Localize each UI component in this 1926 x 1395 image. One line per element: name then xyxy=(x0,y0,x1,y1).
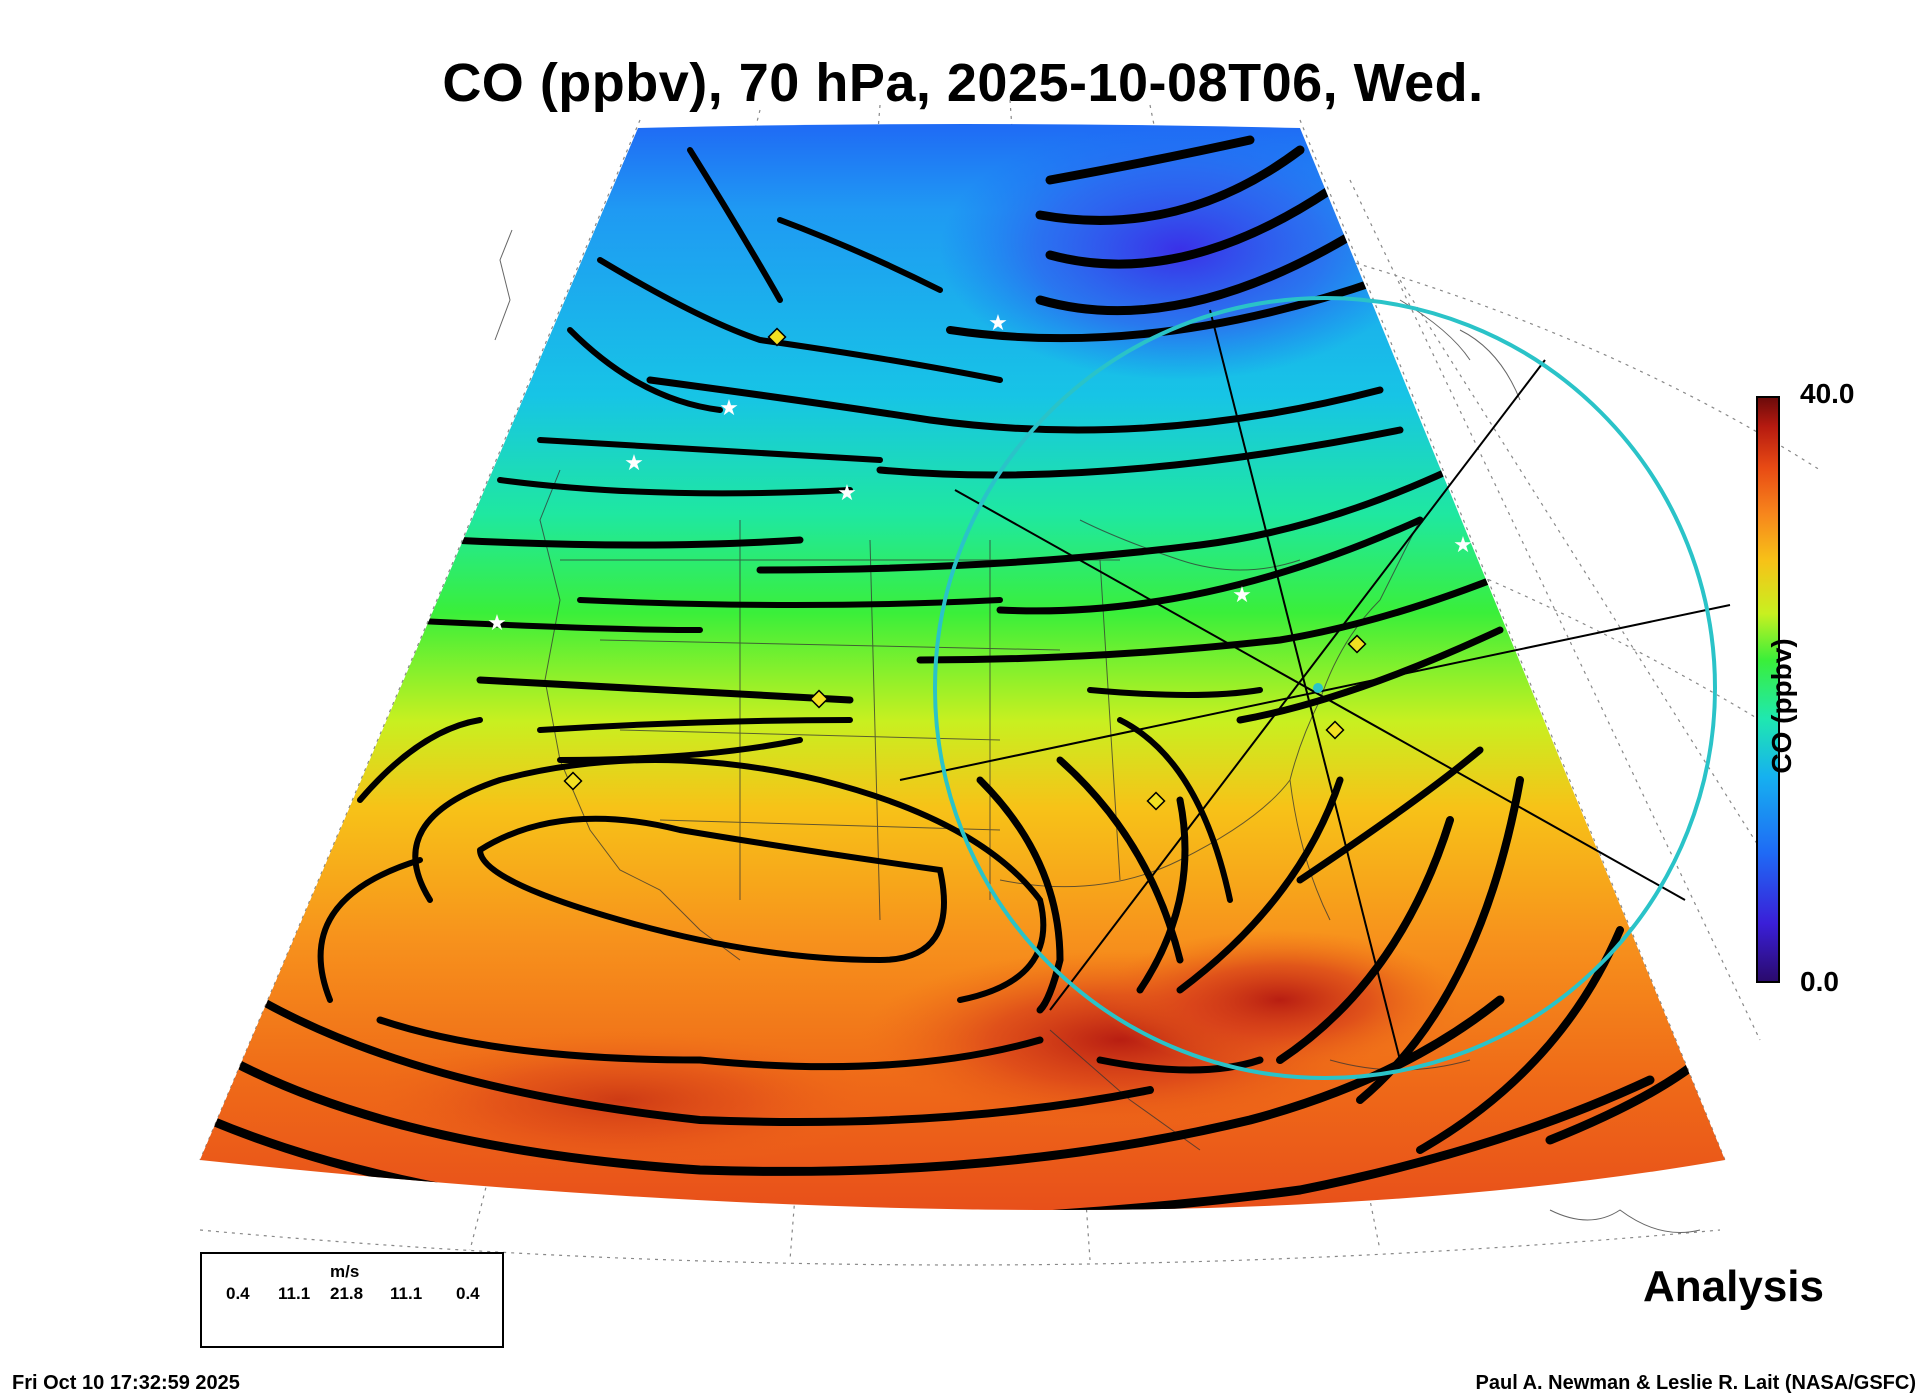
svg-text:★: ★ xyxy=(719,396,739,421)
analysis-circle xyxy=(933,296,1717,1080)
wind-legend-value: 11.1 xyxy=(278,1284,311,1303)
wind-legend-value: 0.4 xyxy=(456,1284,480,1303)
wind-legend-value: 21.8 xyxy=(330,1284,364,1303)
wind-speed-legend: m/s 0.4 11.1 21.8 11.1 0.4 xyxy=(200,1252,504,1348)
projection-lines xyxy=(899,309,1731,1061)
station-diamonds xyxy=(563,327,1367,811)
station-stars: ★ ★ ★ ★ ★ ★ ★ xyxy=(487,311,1473,636)
credit: Paul A. Newman & Leslie R. Lait (NASA/GS… xyxy=(1475,1372,1916,1394)
co-field xyxy=(200,124,1725,1210)
wind-legend-unit: m/s xyxy=(330,1262,360,1281)
svg-text:★: ★ xyxy=(624,451,644,476)
colorbar xyxy=(1756,396,1780,983)
svg-text:★: ★ xyxy=(1232,583,1252,608)
colorbar-min-label: 0.0 xyxy=(1800,966,1839,997)
colorbar-max-label: 40.0 xyxy=(1800,378,1855,409)
svg-text:★: ★ xyxy=(487,611,507,636)
colorbar-title: CO (ppbv) xyxy=(1766,638,1797,774)
svg-text:★: ★ xyxy=(837,481,857,506)
wind-legend-value: 0.4 xyxy=(226,1284,250,1303)
plot-title: CO (ppbv), 70 hPa, 2025-10-08T06, Wed. xyxy=(442,53,1484,113)
svg-text:★: ★ xyxy=(988,311,1008,336)
timestamp: Fri Oct 10 17:32:59 2025 xyxy=(12,1372,240,1394)
wind-legend-value: 11.1 xyxy=(390,1284,423,1303)
svg-text:★: ★ xyxy=(1453,533,1473,558)
analysis-label: Analysis xyxy=(1643,1262,1824,1311)
